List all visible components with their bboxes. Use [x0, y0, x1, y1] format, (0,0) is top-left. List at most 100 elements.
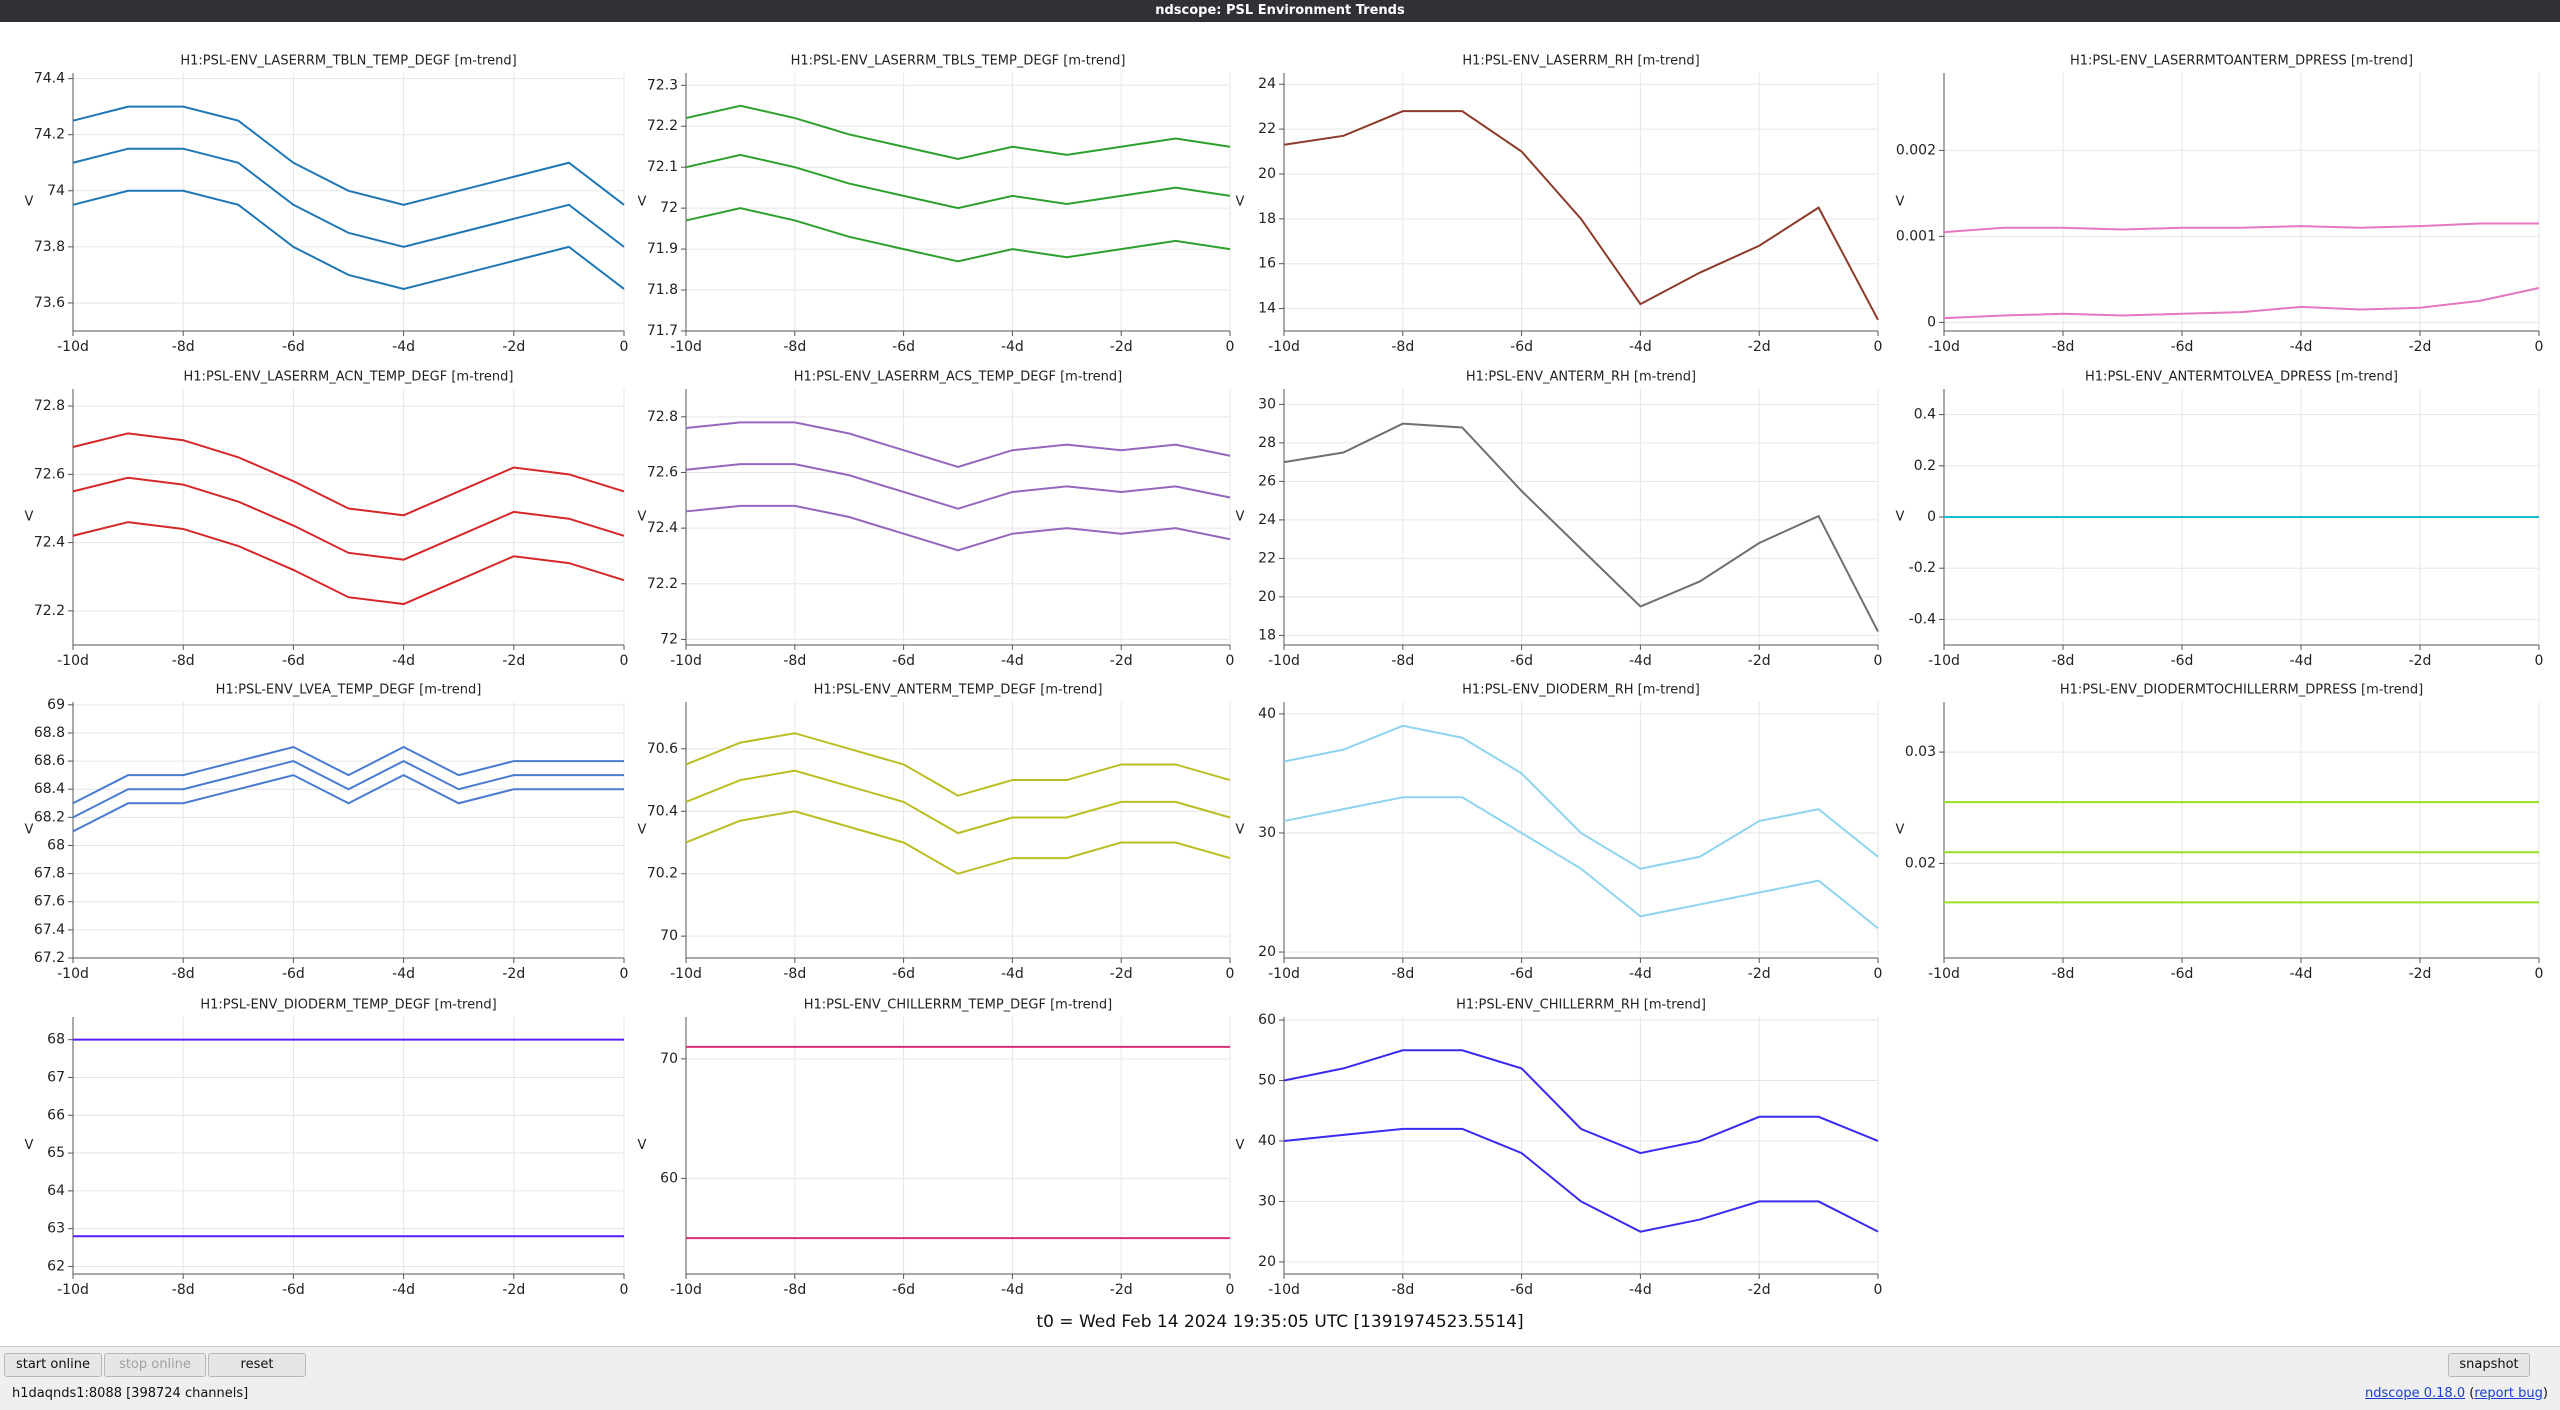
trace — [1283, 1127, 1879, 1233]
x-tick-label: -8d — [2052, 966, 2075, 982]
x-tick-label: -2d — [502, 339, 525, 355]
y-tick-label: 72.8 — [34, 398, 65, 414]
version-link[interactable]: ndscope 0.18.0 — [2365, 1386, 2466, 1401]
y-tick-label: 67.2 — [34, 950, 65, 966]
report-bug-link[interactable]: report bug — [2474, 1386, 2543, 1401]
version-info: ndscope 0.18.0 (report bug) — [2365, 1386, 2548, 1401]
plot-title: H1:PSL-ENV_LASERRM_RH [m-trend] — [1462, 54, 1699, 69]
x-tick-label: -10d — [670, 1282, 702, 1298]
x-tick-label: -4d — [1629, 339, 1652, 355]
x-tick-label: -2d — [502, 1282, 525, 1298]
x-tick-label: -2d — [2409, 653, 2432, 669]
y-tick-label: -0.2 — [1909, 560, 1936, 576]
x-tick-label: -6d — [1510, 339, 1533, 355]
y-tick-label: 24 — [1258, 512, 1276, 528]
y-tick-label: 64 — [47, 1183, 65, 1199]
y-tick-label: 30 — [1258, 1193, 1276, 1209]
y-axis-label: V — [1896, 510, 1905, 525]
x-tick-label: -10d — [1928, 339, 1960, 355]
x-tick-label: -2d — [1110, 339, 1133, 355]
y-tick-label: 68.2 — [34, 809, 65, 825]
y-tick-label: 16 — [1258, 256, 1276, 272]
x-tick-label: -8d — [2052, 653, 2075, 669]
t0-label: t0 = Wed Feb 14 2024 19:35:05 UTC [13919… — [1036, 1312, 1524, 1332]
x-tick-label: -10d — [1268, 966, 1300, 982]
trace — [72, 189, 625, 290]
reset-button[interactable]: reset — [208, 1353, 306, 1377]
y-tick-label: 72 — [660, 631, 678, 647]
x-tick-label: -6d — [892, 339, 915, 355]
trace — [685, 504, 1231, 552]
y-tick-label: 40 — [1258, 706, 1276, 722]
trace — [685, 463, 1231, 510]
y-tick-label: 70 — [660, 928, 678, 944]
y-tick-label: 0.03 — [1905, 744, 1936, 760]
y-tick-label: 73.6 — [34, 295, 65, 311]
y-tick-label: 68 — [47, 1032, 65, 1048]
trace — [1283, 110, 1879, 321]
x-tick-label: -4d — [1001, 339, 1024, 355]
plot-title: H1:PSL-ENV_DIODERMTOCHILLERRM_DPRESS [m-… — [2060, 683, 2423, 698]
trace — [685, 153, 1231, 210]
y-tick-label: 72.3 — [647, 77, 678, 93]
y-axis-label: V — [1896, 823, 1905, 838]
y-axis-label: V — [25, 510, 34, 525]
y-tick-label: 74.4 — [34, 71, 65, 87]
y-tick-label: 70 — [660, 1051, 678, 1067]
y-tick-label: 50 — [1258, 1072, 1276, 1088]
y-tick-label: 70.4 — [647, 803, 678, 819]
trace — [685, 104, 1231, 161]
x-tick-label: -6d — [1510, 966, 1533, 982]
x-tick-label: -2d — [1110, 966, 1133, 982]
y-tick-label: 62 — [47, 1258, 65, 1274]
plot-title: H1:PSL-ENV_LASERRMTOANTERM_DPRESS [m-tre… — [2070, 54, 2413, 69]
x-tick-label: -4d — [2290, 339, 2313, 355]
x-tick-label: -2d — [502, 653, 525, 669]
trace — [1283, 422, 1879, 632]
y-tick-label: 22 — [1258, 550, 1276, 566]
trace — [685, 207, 1231, 263]
y-tick-label: 67.8 — [34, 866, 65, 882]
x-tick-label: 0 — [1874, 966, 1883, 982]
y-tick-label: 72.2 — [647, 118, 678, 134]
x-tick-label: -8d — [1391, 966, 1414, 982]
trace — [685, 810, 1231, 875]
x-tick-label: 0 — [620, 653, 629, 669]
x-tick-label: -2d — [2409, 339, 2432, 355]
x-tick-label: -8d — [783, 653, 806, 669]
x-tick-label: 0 — [1226, 653, 1235, 669]
y-tick-label: 0.2 — [1914, 458, 1936, 474]
x-tick-label: -8d — [172, 339, 195, 355]
start-online-button[interactable]: start online — [4, 1353, 102, 1377]
trace — [1943, 222, 2539, 234]
x-tick-label: -2d — [1748, 1282, 1771, 1298]
y-tick-label: 26 — [1258, 473, 1276, 489]
x-tick-label: 0 — [1874, 339, 1883, 355]
x-tick-label: -10d — [57, 653, 89, 669]
y-tick-label: 74.2 — [34, 127, 65, 143]
trace — [1943, 287, 2540, 320]
x-tick-label: 0 — [2535, 339, 2544, 355]
x-tick-label: -8d — [1391, 653, 1414, 669]
y-tick-label: 63 — [47, 1221, 65, 1237]
y-axis-label: V — [1236, 1138, 1245, 1153]
y-tick-label: 40 — [1258, 1133, 1276, 1149]
y-tick-label: 20 — [1258, 166, 1276, 182]
y-axis-label: V — [1896, 195, 1905, 210]
y-tick-label: 30 — [1258, 825, 1276, 841]
y-tick-label: 70.6 — [647, 741, 678, 757]
y-tick-label: 60 — [1258, 1012, 1276, 1028]
x-tick-label: 0 — [620, 339, 629, 355]
plot-title: H1:PSL-ENV_ANTERMTOLVEA_DPRESS [m-trend] — [2085, 370, 2398, 385]
x-tick-label: -8d — [783, 339, 806, 355]
x-tick-label: -8d — [172, 966, 195, 982]
plot-title: H1:PSL-ENV_DIODERM_RH [m-trend] — [1462, 683, 1700, 698]
snapshot-button[interactable]: snapshot — [2448, 1353, 2530, 1377]
trace — [72, 521, 625, 606]
y-tick-label: 72.4 — [647, 520, 678, 536]
y-tick-label: 60 — [660, 1170, 678, 1186]
y-tick-label: 0.4 — [1914, 407, 1936, 423]
y-axis-label: V — [638, 510, 647, 525]
x-tick-label: 0 — [2535, 653, 2544, 669]
